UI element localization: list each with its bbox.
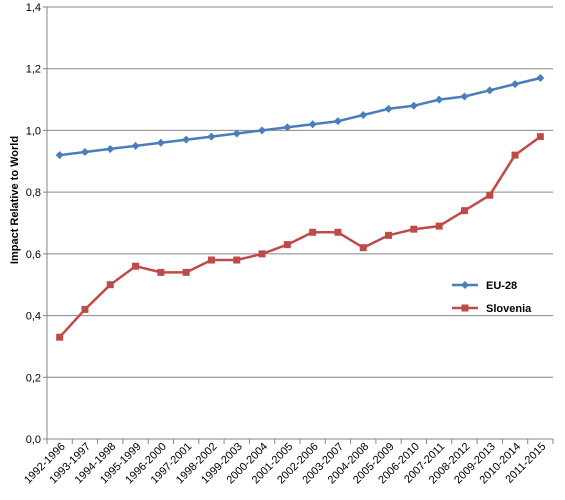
data-point (56, 333, 64, 341)
axes (43, 6, 554, 444)
legend-marker (461, 281, 469, 289)
data-point (283, 123, 292, 132)
data-point (309, 228, 317, 236)
data-point (131, 141, 140, 150)
data-point (156, 138, 165, 147)
data-point (308, 120, 317, 129)
data-point (435, 95, 444, 104)
data-point (359, 244, 367, 252)
data-point (233, 256, 241, 264)
data-point (359, 111, 368, 119)
data-point (511, 151, 519, 159)
data-point (485, 86, 494, 95)
data-point (385, 231, 393, 239)
data-point (410, 225, 418, 233)
series-line (59, 76, 541, 157)
series-eu-28 (55, 73, 545, 160)
data-point (258, 250, 266, 258)
legend-label: Slovenia (486, 303, 532, 315)
data-point (486, 191, 494, 199)
data-point (536, 133, 544, 141)
data-point (232, 129, 241, 138)
y-tick-label: 1,2 (26, 64, 41, 76)
data-point (182, 268, 190, 276)
data-point (536, 73, 545, 82)
data-point (106, 144, 115, 153)
data-point (384, 104, 393, 113)
y-tick-label: 0,2 (26, 372, 41, 384)
legend-item-slovenia: Slovenia (452, 303, 532, 315)
y-tick-label: 1,4 (26, 2, 41, 14)
data-point (511, 80, 520, 89)
y-axis-tick-labels: 0,0 0,2 0,4 0,6 0,8 1,0 1,2 1,4 (26, 2, 41, 446)
data-point (283, 241, 291, 249)
y-tick-label: 0,0 (26, 434, 41, 446)
series-group (55, 73, 545, 341)
data-point (157, 268, 165, 276)
data-point (258, 126, 267, 135)
data-point (333, 117, 342, 126)
y-axis-title: Impact Relative to World (9, 136, 21, 264)
legend-marker (461, 304, 469, 312)
data-point (132, 262, 140, 270)
data-point (81, 305, 89, 313)
gridlines (47, 6, 553, 378)
x-axis-tick-labels: 1992-19961993-19971994-19981995-19991996… (22, 441, 548, 487)
data-point (55, 151, 64, 160)
series-line (58, 135, 542, 339)
legend-label: EU-28 (486, 280, 517, 292)
y-tick-label: 0,8 (26, 187, 41, 199)
data-point (207, 256, 215, 264)
data-point (207, 132, 216, 141)
data-point (460, 207, 468, 215)
data-point (334, 228, 342, 236)
data-point (182, 135, 191, 144)
data-point (106, 281, 114, 289)
series-slovenia (56, 133, 544, 341)
y-tick-label: 1,0 (26, 125, 41, 137)
y-tick-label: 0,4 (26, 311, 41, 323)
data-point (409, 101, 418, 110)
legend: EU-28 Slovenia (452, 280, 532, 315)
legend-item-eu-28: EU-28 (452, 280, 517, 292)
data-point (435, 222, 443, 230)
data-point (80, 148, 89, 157)
data-point (460, 92, 469, 101)
y-tick-label: 0,6 (26, 249, 41, 261)
